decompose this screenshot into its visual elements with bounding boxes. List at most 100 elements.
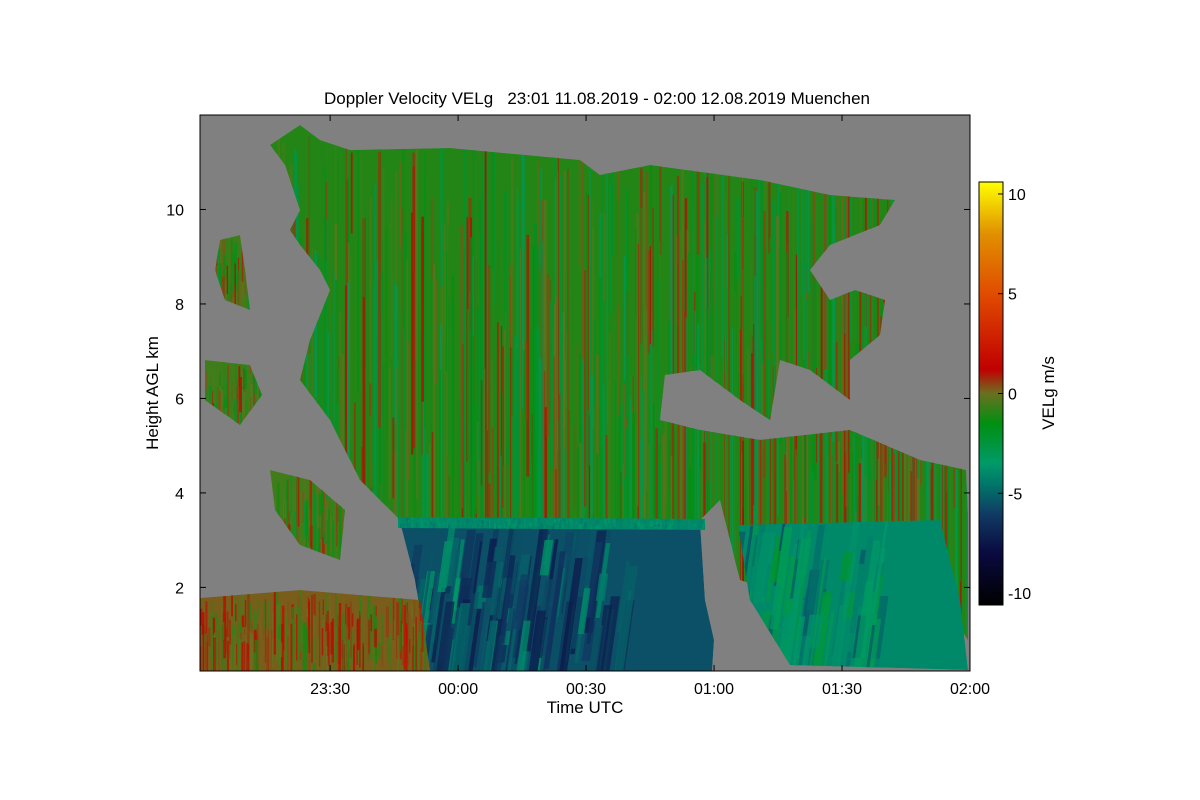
velocity-streak (252, 375, 256, 405)
velocity-streak (436, 601, 455, 671)
velocity-streak (601, 143, 603, 532)
velocity-streak (665, 523, 669, 528)
velocity-streak (581, 517, 584, 521)
velocity-streak (422, 522, 424, 530)
velocity-streak (481, 162, 484, 533)
velocity-streak (317, 636, 320, 671)
velocity-streak (654, 524, 657, 527)
velocity-streak (320, 598, 323, 615)
velocity-streak (398, 413, 400, 550)
velocity-streak (457, 520, 460, 523)
velocity-streak (742, 383, 744, 640)
velocity-streak (200, 608, 203, 626)
velocity-streak (359, 611, 361, 668)
velocity-streak (606, 166, 608, 423)
velocity-streak (595, 573, 609, 601)
velocity-streak (692, 525, 695, 530)
velocity-streak (402, 128, 405, 327)
velocity-streak (856, 372, 859, 498)
velocity-streak (872, 166, 874, 258)
velocity-streak (443, 343, 446, 603)
velocity-streak (564, 520, 566, 527)
velocity-streak (250, 383, 253, 418)
colorbar-tick-label: 10 (1008, 187, 1026, 204)
y-axis-label: Height AGL km (143, 336, 162, 450)
boundary-layer-region (200, 590, 430, 671)
velocity-streak (342, 612, 345, 671)
velocity-streak (778, 192, 782, 444)
velocity-streak (309, 473, 313, 542)
velocity-streak (792, 169, 795, 419)
velocity-streak (473, 601, 486, 668)
velocity-streak (338, 502, 341, 560)
y-tick-label: 6 (175, 391, 184, 408)
velocity-streak (471, 517, 474, 522)
velocity-streak (753, 532, 773, 603)
velocity-streak (390, 198, 393, 358)
velocity-streak (347, 607, 351, 640)
velocity-streak (437, 521, 441, 530)
velocity-streak (237, 599, 239, 662)
velocity-streak (318, 492, 320, 545)
velocity-streak (380, 273, 384, 545)
velocity-streak (801, 128, 803, 296)
velocity-streak (243, 641, 246, 671)
velocity-streak (368, 607, 370, 621)
velocity-streak (417, 601, 420, 633)
velocity-streak (219, 269, 222, 293)
velocity-streak (463, 139, 467, 459)
velocity-streak (323, 471, 326, 534)
velocity-streak (806, 524, 826, 611)
velocity-streak (419, 518, 423, 528)
velocity-streak (326, 642, 329, 671)
velocity-streak (623, 379, 627, 640)
velocity-streak (411, 517, 414, 528)
velocity-streak (287, 602, 290, 626)
velocity-streak (669, 517, 673, 524)
velocity-streak (571, 522, 574, 529)
velocity-streak (408, 521, 412, 528)
velocity-streak (469, 330, 471, 640)
velocity-streak (620, 404, 623, 485)
velocity-streak (544, 199, 547, 425)
velocity-streak (864, 294, 867, 640)
velocity-streak (313, 483, 315, 553)
velocity-streak (579, 518, 583, 525)
velocity-streak (313, 594, 316, 617)
velocity-streak (341, 353, 344, 475)
velocity-streak (293, 623, 297, 671)
velocity-streak (234, 369, 236, 422)
velocity-streak (656, 517, 659, 524)
velocity-streak (388, 632, 392, 671)
velocity-streak (502, 517, 505, 527)
velocity-streak (338, 312, 342, 468)
velocity-streak (510, 264, 513, 348)
velocity-streak (792, 616, 806, 670)
velocity-streak (226, 265, 229, 295)
velocity-streak (538, 617, 548, 658)
velocity-streak (569, 523, 573, 530)
velocity-streak (383, 362, 387, 640)
velocity-streak (554, 525, 558, 529)
velocity-streak (307, 640, 310, 671)
velocity-streak (429, 520, 433, 526)
velocity-streak (675, 267, 677, 463)
velocity-streak (912, 390, 914, 640)
velocity-streak (853, 433, 856, 534)
velocity-streak (305, 504, 307, 533)
velocity-streak (607, 517, 610, 524)
velocity-streak (629, 264, 632, 398)
velocity-streak (225, 610, 228, 628)
velocity-streak (553, 518, 556, 523)
colorbar-label: VELg m/s (1039, 356, 1058, 430)
velocity-streak (773, 405, 777, 566)
velocity-streak (744, 566, 757, 591)
velocity-streak (796, 538, 812, 575)
velocity-streak (432, 523, 436, 529)
velocity-streak (617, 291, 621, 607)
velocity-streak (405, 260, 408, 640)
velocity-streak (287, 479, 289, 533)
velocity-streak (633, 433, 635, 532)
x-axis-label: Time UTC (547, 698, 624, 717)
velocity-streak (741, 217, 744, 441)
